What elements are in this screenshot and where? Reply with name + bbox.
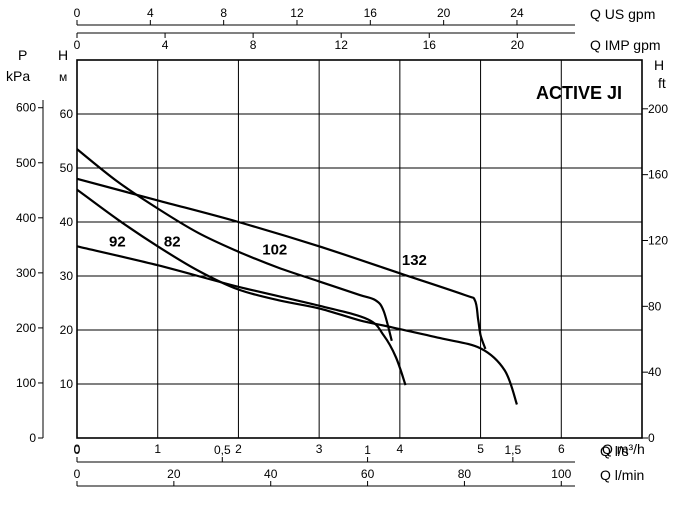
x-us-gpm-tick-label: 8 [220,6,227,20]
x-ls-tick-label: 0,5 [214,443,231,457]
x-us-gpm-tick-label: 16 [364,6,378,20]
x-imp-gpm-tick-label: 12 [335,38,349,52]
x-m3h-tick-label: 3 [316,442,323,456]
x-us-gpm-tick-label: 4 [147,6,154,20]
y-head-label-bottom: м [59,70,67,84]
x-m3h-tick-label: 0 [74,442,81,456]
x-imp-gpm-tick-label: 8 [250,38,257,52]
x-us-gpm-tick-label: 24 [510,6,524,20]
y-pressure-tick-label: 0 [29,431,36,445]
y-pressure-tick-label: 100 [16,376,36,390]
y-ft-tick-label: 0 [648,431,655,445]
y-head-tick-label: 50 [60,161,74,175]
y-pressure-label-top: P [18,47,27,63]
curve-label-102: 102 [262,241,287,258]
plot-border [76,59,643,439]
y-ft-tick-label: 40 [648,365,662,379]
plot-frame [76,59,643,439]
x-us-gpm-tick-label: 20 [437,6,451,20]
y-head-tick-label: 40 [60,215,74,229]
x-lmin-tick-label: 40 [264,467,278,481]
y-head-tick-label: 30 [60,269,74,283]
x-imp-gpm-tick-label: 4 [162,38,169,52]
x-ls-tick-label: 0 [74,443,81,457]
x-m3h-label: Q m³/h [602,441,645,457]
x-us-gpm-tick-label: 0 [74,6,81,20]
x-imp-gpm-tick-label: 16 [423,38,437,52]
pump-curve-82 [76,188,518,405]
chart-title: ACTIVE JI [536,83,622,103]
x-us-gpm-tick-label: 12 [290,6,304,20]
y-pressure-tick-label: 600 [16,101,36,115]
x-ls-label: Q l/s [600,443,629,459]
x-m3h-tick-label: 4 [397,442,404,456]
y-ft-label-top: H [654,57,664,73]
pump-curve-102 [76,148,393,342]
x-m3h-tick-label: 1 [154,442,161,456]
curve-label-132: 132 [402,252,427,269]
x-m3h-tick-label: 2 [235,442,242,456]
x-lmin-tick-label: 20 [167,467,181,481]
y-ft-tick-label: 160 [648,168,668,182]
y-pressure-tick-label: 500 [16,156,36,170]
x-ls-tick-label: 1 [364,443,371,457]
y-head-label-top: H [58,47,68,63]
x-lmin-tick-label: 0 [74,467,81,481]
pump-curve-92 [76,245,407,386]
y-pressure-tick-label: 300 [16,266,36,280]
y-ft-tick-label: 120 [648,233,668,247]
y-pressure-label-bottom: kPa [6,68,30,84]
x-lmin-tick-label: 100 [551,467,571,481]
curve-label-92: 92 [109,233,126,250]
x-us-gpm-label: Q US gpm [590,6,655,22]
axes: 1020304050600100200300400500600PkPaHм040… [6,6,668,487]
x-ls-tick-label: 1,5 [505,443,522,457]
curve-label-82: 82 [164,233,181,250]
y-head-tick-label: 60 [60,107,74,121]
pump-curves: 92 82 102 132 [76,148,518,405]
y-ft-tick-label: 200 [648,102,668,116]
x-imp-gpm-tick-label: 0 [74,38,81,52]
x-lmin-tick-label: 60 [361,467,375,481]
x-m3h-tick-label: 6 [558,442,565,456]
x-lmin-tick-label: 80 [458,467,472,481]
pump-curve-132 [76,177,487,350]
x-lmin-label: Q l/min [600,467,644,483]
x-imp-gpm-tick-label: 20 [511,38,525,52]
y-ft-tick-label: 80 [648,299,662,313]
y-head-tick-label: 10 [60,377,74,391]
y-ft-label-bottom: ft [658,75,666,91]
grid-lines [77,60,642,438]
y-pressure-tick-label: 400 [16,211,36,225]
x-imp-gpm-label: Q IMP gpm [590,37,661,53]
y-pressure-tick-label: 200 [16,321,36,335]
y-head-tick-label: 20 [60,323,74,337]
x-m3h-tick-label: 5 [477,442,484,456]
